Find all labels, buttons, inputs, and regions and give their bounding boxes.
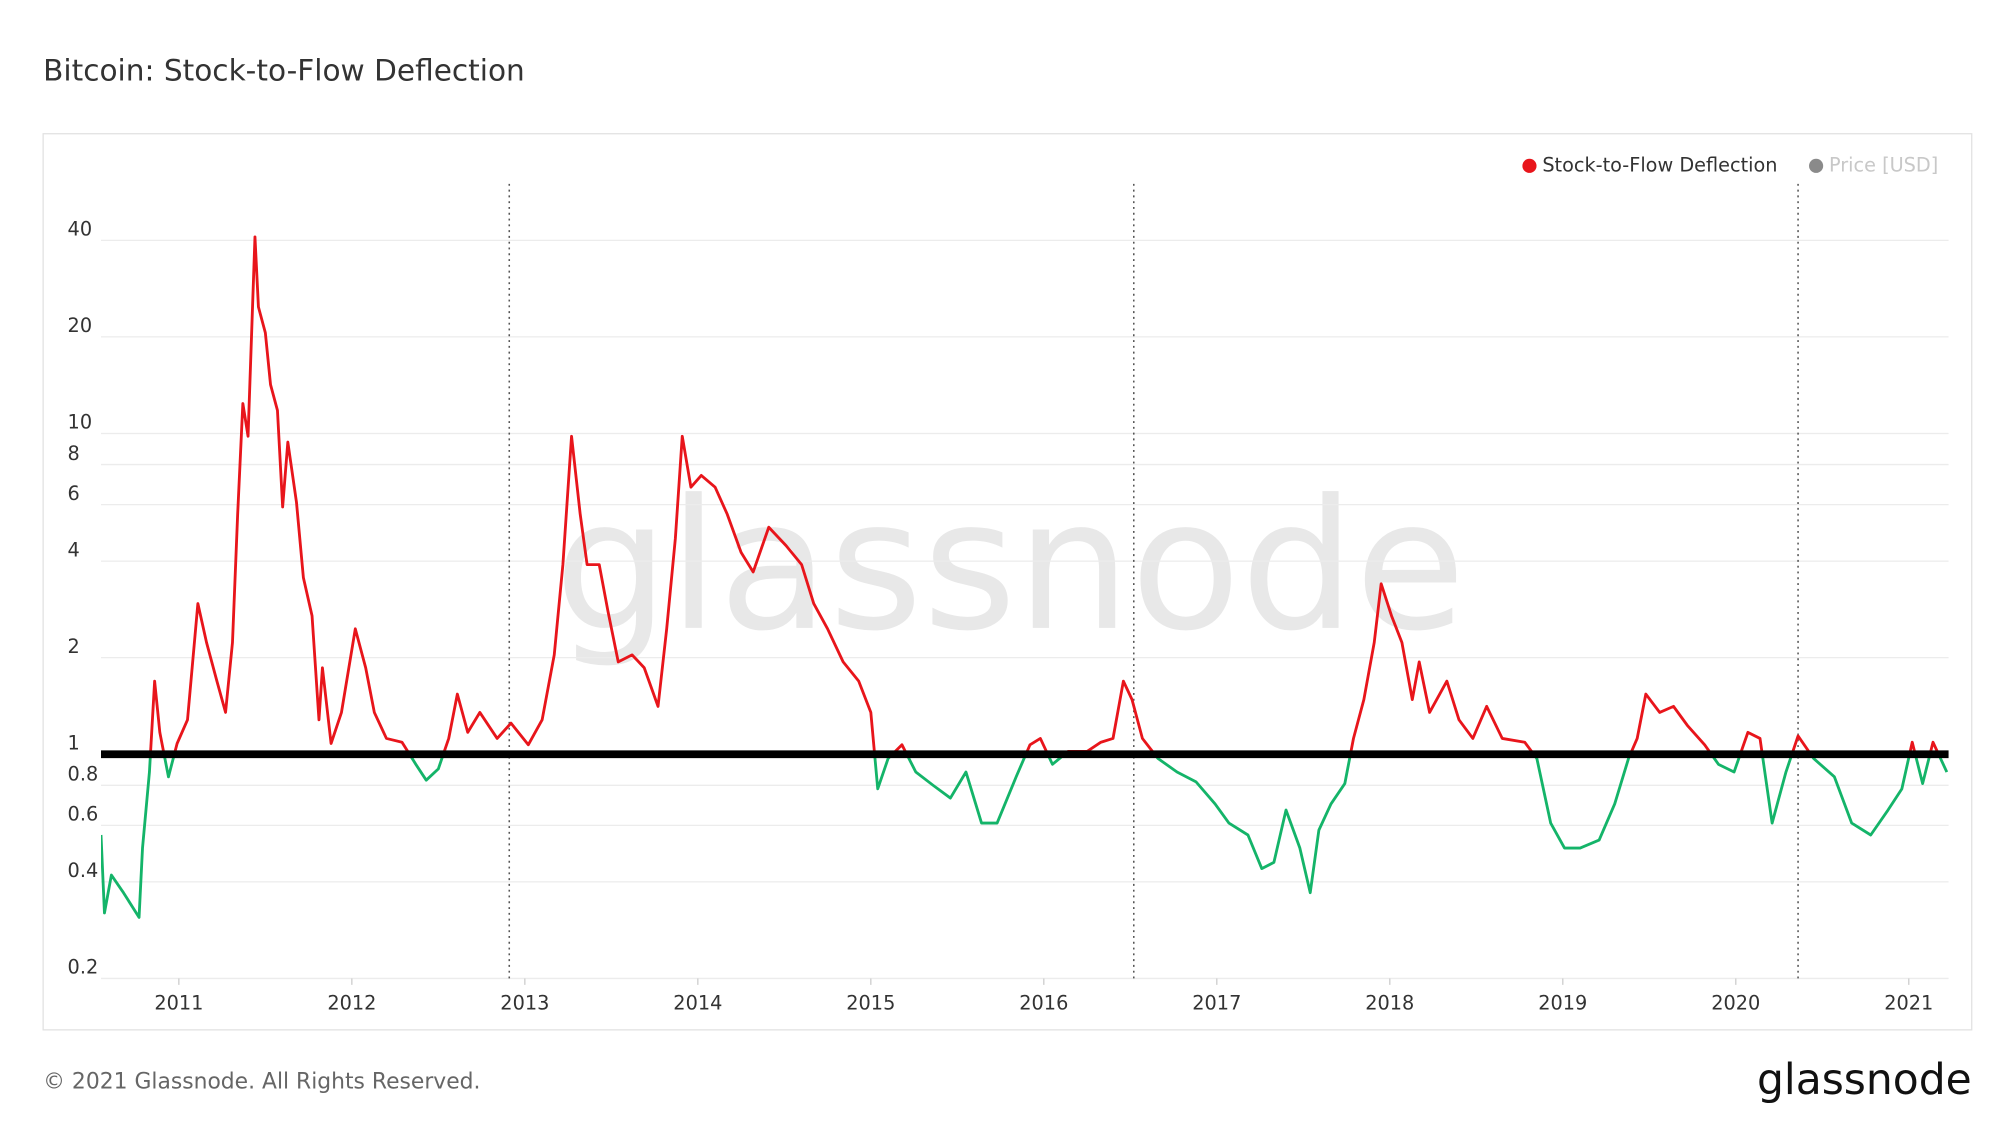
y-tick-label: 0.2 (68, 956, 99, 979)
logo: glassnode (1757, 1056, 1972, 1105)
x-tick-label: 2011 (154, 992, 203, 1015)
x-tick-label: 2012 (327, 992, 376, 1015)
legend-swatch (1809, 158, 1824, 173)
chart-title: Bitcoin: Stock-to-Flow Deflection (43, 54, 525, 88)
x-tick-label: 2014 (673, 992, 722, 1015)
x-tick-label: 2015 (846, 992, 895, 1015)
x-tick-label: 2017 (1192, 992, 1241, 1015)
series-line (149, 235, 1941, 755)
legend-label: Price [USD] (1829, 153, 1938, 176)
chart-frame (42, 133, 1973, 1031)
y-tick-label: 0.4 (68, 859, 99, 882)
y-tick-label: 10 (68, 411, 93, 434)
x-tick-label: 2016 (1019, 992, 1068, 1015)
x-tick-label: 2020 (1711, 992, 1760, 1015)
y-tick-label: 40 (68, 218, 93, 241)
legend-swatch (1522, 158, 1537, 173)
x-tick-label: 2021 (1884, 992, 1933, 1015)
y-tick-label: 0.8 (68, 763, 99, 786)
series-line (100, 754, 1949, 919)
y-tick-label: 6 (68, 482, 80, 505)
copyright: © 2021 Glassnode. All Rights Reserved. (43, 1070, 480, 1095)
x-tick-label: 2013 (500, 992, 549, 1015)
y-tick-label: 4 (68, 538, 80, 561)
y-tick-label: 0.6 (68, 803, 99, 826)
y-tick-label: 20 (68, 314, 93, 337)
x-tick-label: 2018 (1365, 992, 1414, 1015)
watermark: glassnode (554, 462, 1465, 671)
y-tick-label: 2 (68, 635, 80, 658)
y-tick-label: 1 (68, 731, 80, 754)
legend-label: Stock-to-Flow Deflection (1542, 153, 1777, 176)
x-tick-label: 2019 (1538, 992, 1587, 1015)
y-tick-label: 8 (68, 442, 80, 465)
